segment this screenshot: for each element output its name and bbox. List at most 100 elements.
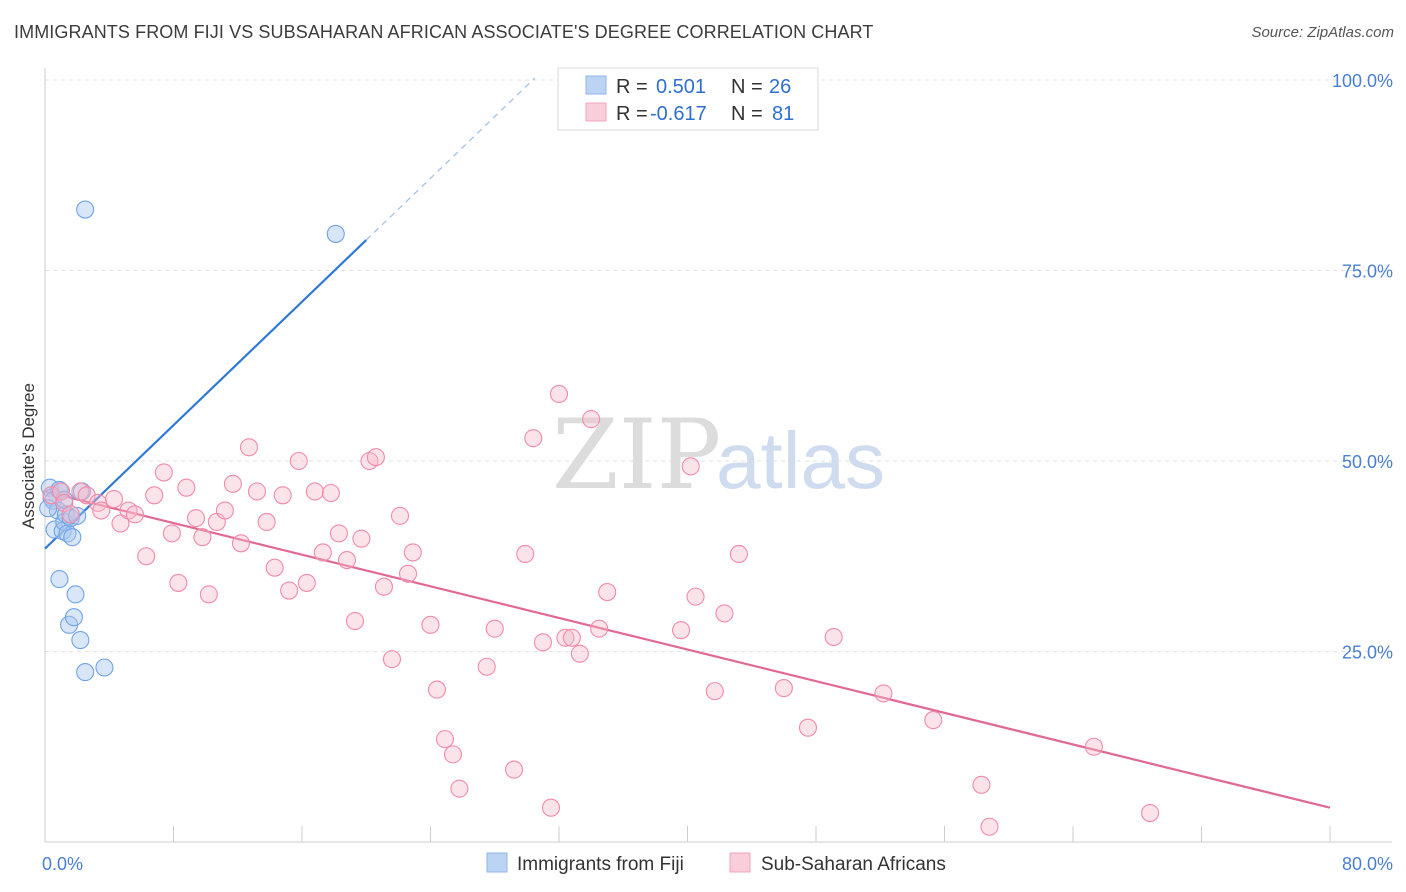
- bottom-legend-label-fiji: Immigrants from Fiji: [517, 854, 684, 875]
- subsaharan-point: [541, 798, 561, 817]
- subsaharan-point: [774, 679, 793, 698]
- subsaharan-point: [824, 627, 843, 647]
- subsaharan-point: [297, 573, 316, 592]
- subsaharan-point: [477, 657, 496, 676]
- subsaharan-point: [313, 543, 332, 562]
- fiji-point: [76, 200, 95, 219]
- subsaharan-point: [398, 564, 418, 583]
- subsaharan-point: [590, 619, 609, 638]
- subsaharan-point: [924, 711, 943, 730]
- bottom-legend-label-subsaharan: Sub-Saharan Africans: [761, 854, 946, 875]
- subsaharan-point: [504, 760, 524, 779]
- subsaharan-point: [199, 585, 218, 604]
- subsaharan-point: [231, 534, 251, 553]
- fiji-point: [95, 658, 114, 677]
- legend-r-value: -0.617: [650, 103, 707, 125]
- subsaharan-point: [972, 775, 991, 794]
- subsaharan-point: [61, 505, 80, 524]
- legend-n-label: N =: [731, 103, 763, 125]
- chart-title: IMMIGRANTS FROM FIJI VS SUBSAHARAN AFRIC…: [14, 22, 874, 42]
- fiji-trend-extension: [365, 77, 536, 241]
- subsaharan-point: [105, 490, 124, 509]
- y-tick-label: 75.0%: [1342, 262, 1393, 282]
- subsaharan-point: [715, 604, 734, 623]
- subsaharan-point: [524, 429, 543, 448]
- bottom-legend-swatch-subsaharan: [729, 852, 751, 873]
- y-axis-label: Associate's Degree: [19, 383, 38, 529]
- fiji-point: [76, 663, 95, 682]
- subsaharan-point: [672, 621, 691, 640]
- legend-swatch-fiji: [585, 75, 607, 95]
- subsaharan-point: [154, 463, 173, 482]
- subsaharan-point: [485, 619, 504, 638]
- gridlines: [45, 79, 1392, 652]
- legend-r-label: R =: [616, 103, 648, 125]
- data-points: [39, 200, 1160, 836]
- subsaharan-point: [193, 528, 212, 547]
- bottom-legend-swatch-fiji: [486, 852, 508, 873]
- subsaharan-point: [137, 547, 156, 566]
- legend-n-value: 81: [772, 103, 794, 125]
- subsaharan-point: [55, 493, 74, 512]
- y-tick-label: 100.0%: [1332, 71, 1393, 91]
- subsaharan-point: [374, 577, 393, 596]
- subsaharan-point: [980, 817, 999, 836]
- subsaharan-point: [598, 583, 617, 602]
- fiji-point: [63, 528, 82, 547]
- subsaharan-point: [403, 543, 422, 562]
- y-tick-labels: 25.0% 50.0% 75.0% 100.0%: [1332, 71, 1393, 663]
- subsaharan-point: [92, 501, 111, 520]
- subsaharan-point: [1084, 737, 1103, 756]
- subsaharan-point: [366, 448, 385, 467]
- y-tick-label: 50.0%: [1342, 452, 1393, 472]
- subsaharan-point: [427, 680, 446, 699]
- fiji-point: [71, 631, 90, 650]
- subsaharan-point: [533, 633, 552, 652]
- watermark: ZIP atlas: [552, 399, 885, 511]
- fiji-trend-line: [44, 239, 368, 550]
- subsaharan-point: [798, 718, 818, 737]
- subsaharan-point: [239, 438, 259, 457]
- legend-n-value: 26: [769, 76, 791, 98]
- subsaharan-point: [516, 544, 535, 564]
- legend-n-label: N =: [731, 76, 763, 98]
- fiji-point: [50, 570, 69, 589]
- subsaharan-point: [874, 684, 893, 703]
- subsaharan-trend-line: [44, 490, 1331, 809]
- subsaharan-point: [390, 506, 410, 525]
- subsaharan-point: [329, 524, 348, 543]
- subsaharan-point: [549, 384, 569, 403]
- subsaharan-point: [162, 524, 181, 543]
- subsaharan-point: [705, 682, 724, 701]
- subsaharan-point: [443, 745, 463, 764]
- subsaharan-point: [337, 551, 357, 570]
- subsaharan-point: [257, 512, 276, 532]
- legend: R = 0.501 N = 26 R = -0.617 N = 81: [557, 67, 819, 131]
- subsaharan-point: [345, 611, 365, 631]
- subsaharan-point: [570, 644, 589, 663]
- subsaharan-point: [1141, 803, 1160, 823]
- subsaharan-point: [289, 451, 308, 471]
- subsaharan-point: [223, 474, 242, 493]
- subsaharan-point: [729, 544, 748, 564]
- watermark-zip: ZIP: [552, 399, 721, 511]
- subsaharan-point: [280, 581, 299, 600]
- x-tick-label: 80.0%: [1342, 854, 1393, 874]
- subsaharan-point: [556, 628, 575, 647]
- subsaharan-point: [450, 779, 469, 798]
- subsaharan-point: [169, 573, 188, 592]
- y-tick-label: 25.0%: [1342, 643, 1393, 663]
- subsaharan-point: [321, 483, 340, 503]
- subsaharan-point: [111, 514, 130, 533]
- fiji-point: [326, 224, 345, 243]
- subsaharan-point: [125, 505, 144, 524]
- subsaharan-point: [421, 615, 440, 634]
- legend-swatch-subsaharan: [585, 102, 607, 122]
- watermark-atlas: atlas: [716, 416, 885, 505]
- subsaharan-point: [305, 482, 324, 501]
- subsaharan-point: [352, 529, 371, 548]
- fiji-point: [66, 585, 85, 604]
- subsaharan-point: [686, 587, 705, 606]
- x-tick-label: 0.0%: [42, 854, 83, 874]
